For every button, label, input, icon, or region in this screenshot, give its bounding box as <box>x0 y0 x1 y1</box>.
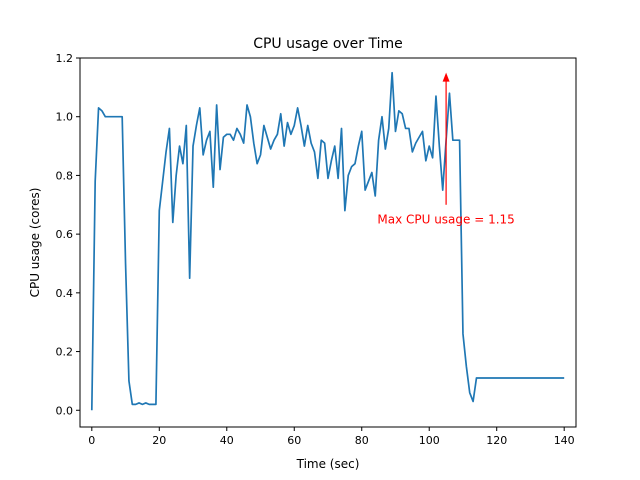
x-axis-label: Time (sec) <box>296 457 360 471</box>
max-cpu-annotation: Max CPU usage = 1.15 <box>377 72 515 226</box>
y-tick-label: 1.0 <box>56 111 74 124</box>
annotation-text: Max CPU usage = 1.15 <box>377 212 514 226</box>
y-tick-label: 1.2 <box>56 52 74 65</box>
x-tick-label: 120 <box>486 434 507 447</box>
annotation-arrow-head <box>442 72 450 82</box>
plot-frame <box>79 57 577 428</box>
x-tick-label: 140 <box>554 434 575 447</box>
x-tick-label: 60 <box>287 434 301 447</box>
x-tick-label: 40 <box>220 434 234 447</box>
cpu-usage-line <box>90 71 565 411</box>
y-tick-label: 0.0 <box>56 404 74 417</box>
x-tick-label: 0 <box>88 434 95 447</box>
plot-area <box>80 58 576 427</box>
y-tick-label: 0.2 <box>56 346 74 359</box>
x-tick-label: 80 <box>355 434 369 447</box>
y-tick-label: 0.4 <box>56 287 74 300</box>
y-axis-ticks: 0.0 0.2 0.4 0.6 0.8 1.0 1.2 <box>56 52 80 417</box>
y-tick-label: 0.8 <box>56 169 74 182</box>
y-axis-label: CPU usage (cores) <box>28 188 42 298</box>
x-tick-label: 20 <box>152 434 166 447</box>
chart-title: CPU usage over Time <box>253 36 403 52</box>
x-tick-label: 100 <box>419 434 440 447</box>
x-axis-ticks: 0 20 40 60 80 100 120 140 <box>88 427 575 447</box>
y-tick-label: 0.6 <box>56 228 74 241</box>
